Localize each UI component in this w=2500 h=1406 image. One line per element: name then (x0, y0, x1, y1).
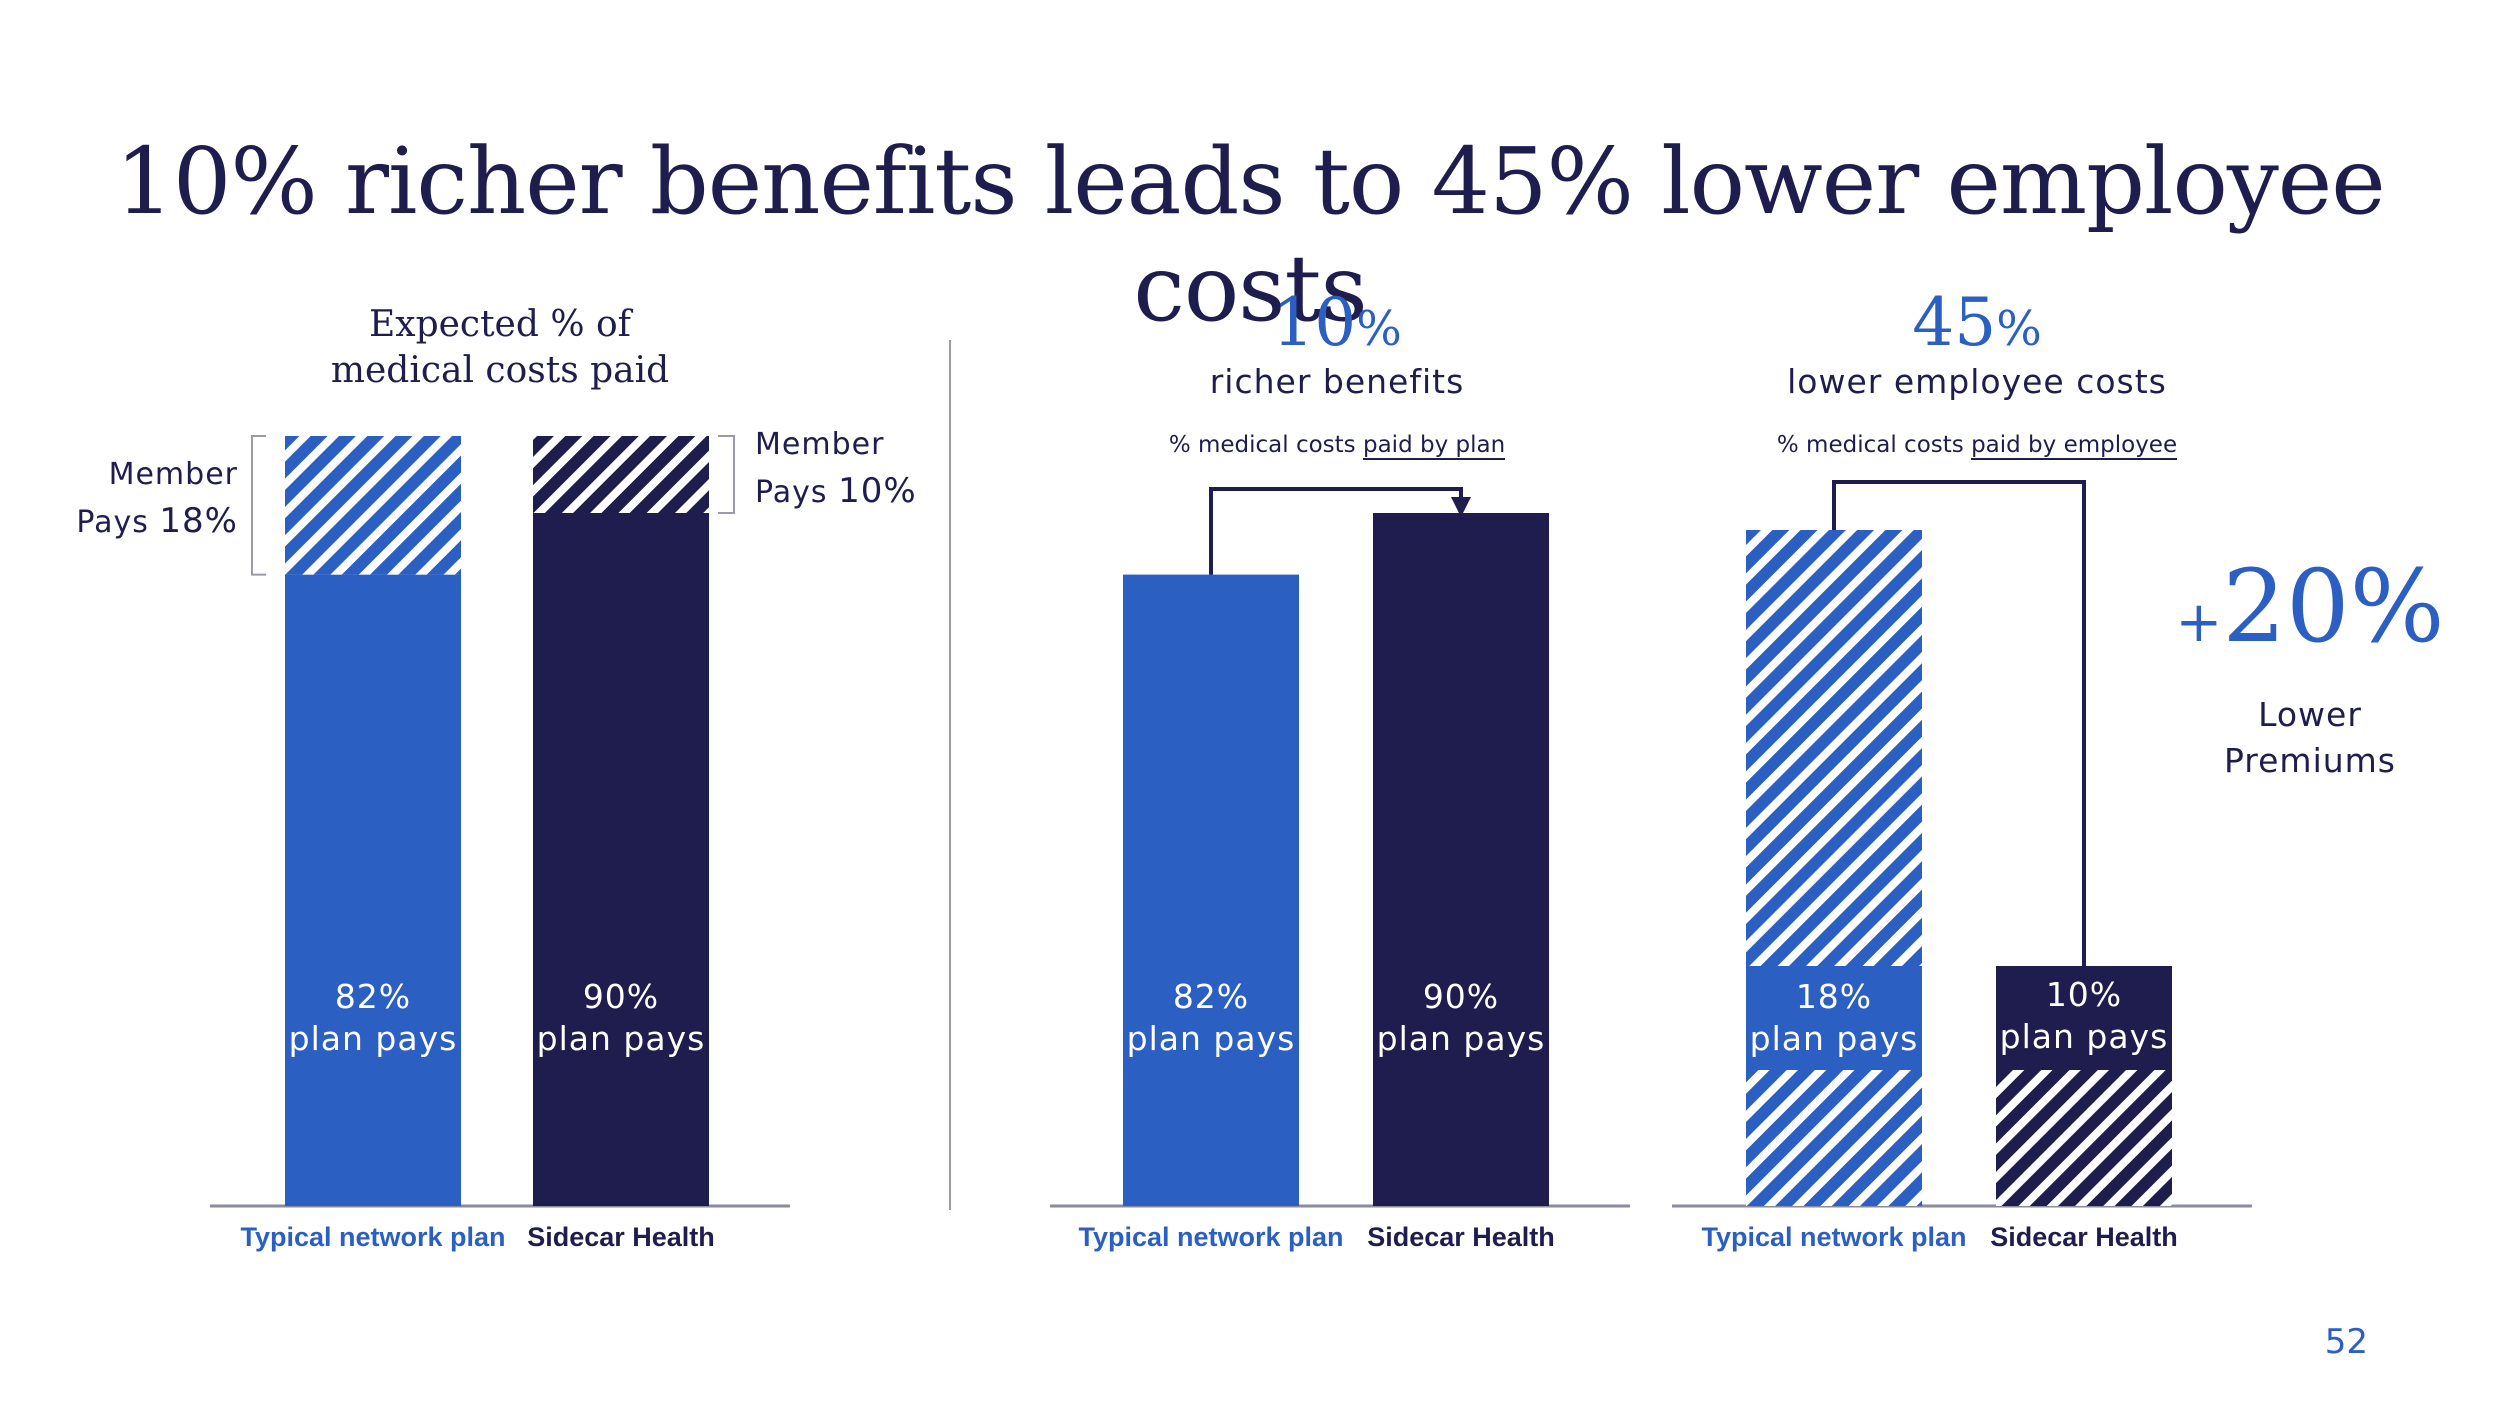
chart3-headline: 45% (1777, 284, 2177, 361)
panel-divider (949, 340, 951, 1210)
chart2-headline-label: richer benefits (1209, 362, 1465, 401)
chart2-bar-typical (1123, 574, 1299, 1206)
member-label-pct: 10% (838, 471, 917, 511)
page-title: 10% richer benefits leads to 45% lower e… (115, 128, 2385, 342)
chart2-bar-sidecar (1373, 513, 1549, 1206)
bar-label-pct: 10% (2045, 975, 2123, 1014)
chart3-headline-sign: % (1996, 301, 2042, 357)
chart3-premium-annotation: +20% Lower Premiums (2160, 552, 2460, 784)
chart3-decrease-arrow (1832, 480, 2094, 993)
page-number: 52 (2324, 1322, 2368, 1362)
chart1-category-typical: Typical network plan (240, 1222, 506, 1252)
premium-line2: Premiums (2223, 741, 2397, 780)
chart2-category-sidecar: Sidecar Health (1367, 1222, 1555, 1252)
chart1-category-sidecar: Sidecar Health (527, 1222, 715, 1252)
premium-line1: Lower (2258, 695, 2362, 734)
chart3-subtitle: % medical costs paid by employee (1697, 432, 2257, 460)
chart3-label-band-typical (1746, 966, 1922, 1070)
chart-expected-costs (210, 435, 790, 1208)
bar-label-pct: 90% (582, 977, 660, 1016)
chart3-bar-typical (1746, 530, 1922, 1206)
chart1-title: Expected % of medical costs paid (300, 302, 700, 394)
chart3-subtitle-prefix: % medical costs (1776, 432, 1972, 458)
bar-label-text: plan pays (1999, 1017, 2169, 1056)
member-label-line2: Pays (755, 475, 828, 510)
chart2-bar-label-sidecar: 90% plan pays (1373, 976, 1549, 1060)
chart3-category-sidecar: Sidecar Health (1990, 1222, 2178, 1252)
chart3-headline-value: 45 (1912, 284, 1997, 361)
chart2-increase-arrow (1209, 487, 1471, 575)
bar-label-text: plan pays (288, 1019, 458, 1058)
chart-lower-employee-costs (1672, 480, 2252, 1208)
chart1-bar-label-sidecar: 90% plan pays (533, 976, 709, 1060)
chart2-headline: 10% (1137, 284, 1537, 361)
chart3-bar-label-sidecar: 10% plan pays (1996, 974, 2172, 1058)
bar-label-pct: 90% (1422, 977, 1500, 1016)
bar-label-text: plan pays (1749, 1019, 1919, 1058)
chart1-member-bracket-typical (251, 435, 266, 576)
chart2-category-typical: Typical network plan (1078, 1222, 1344, 1252)
chart2-subtitle-prefix: % medical costs (1168, 432, 1363, 458)
chart3-bar-label-typical: 18% plan pays (1746, 976, 1922, 1060)
chart1-bar-label-typical: 82% plan pays (285, 976, 461, 1060)
chart1-title-line2: medical costs paid (330, 350, 670, 391)
chart2-bar-label-typical: 82% plan pays (1123, 976, 1299, 1060)
chart3-headline-label: lower employee costs (1787, 362, 2167, 401)
chart1-member-label-sidecar: Member Pays 10% (755, 422, 955, 516)
chart1-bar-sidecar-plan-pays (533, 513, 709, 1206)
chart3-category-typical: Typical network plan (1701, 1222, 1967, 1252)
bar-label-text: plan pays (1376, 1019, 1546, 1058)
chart1-member-label-typical: Member Pays 18% (70, 452, 238, 546)
chart3-subtitle-underlined: paid by employee (1971, 432, 2178, 460)
member-label-line2: Pays (76, 505, 149, 540)
member-label-line1: Member (108, 457, 238, 492)
chart1-bar-sidecar-member-pays (533, 436, 709, 513)
bar-label-pct: 82% (334, 977, 412, 1016)
chart1-bar-typical-member-pays (285, 436, 461, 575)
premium-value: 20% (2222, 548, 2445, 665)
bar-label-pct: 18% (1795, 977, 1873, 1016)
bar-label-text: plan pays (536, 1019, 706, 1058)
chart-richer-benefits (1050, 487, 1630, 1208)
chart2-headline-sign: % (1356, 301, 1402, 357)
chart2-subtitle-underlined: paid by plan (1362, 432, 1506, 460)
chart2-subtitle: % medical costs paid by plan (1087, 432, 1587, 460)
bar-label-pct: 82% (1172, 977, 1250, 1016)
chart1-member-bracket-sidecar (718, 435, 735, 514)
member-label-pct: 18% (159, 501, 238, 541)
premium-plus-sign: + (2175, 590, 2223, 655)
chart1-title-line1: Expected % of (368, 304, 631, 345)
member-label-line1: Member (755, 427, 885, 462)
bar-label-text: plan pays (1126, 1019, 1296, 1058)
chart1-bar-typical-plan-pays (285, 574, 461, 1206)
chart2-headline-value: 10 (1272, 284, 1357, 361)
